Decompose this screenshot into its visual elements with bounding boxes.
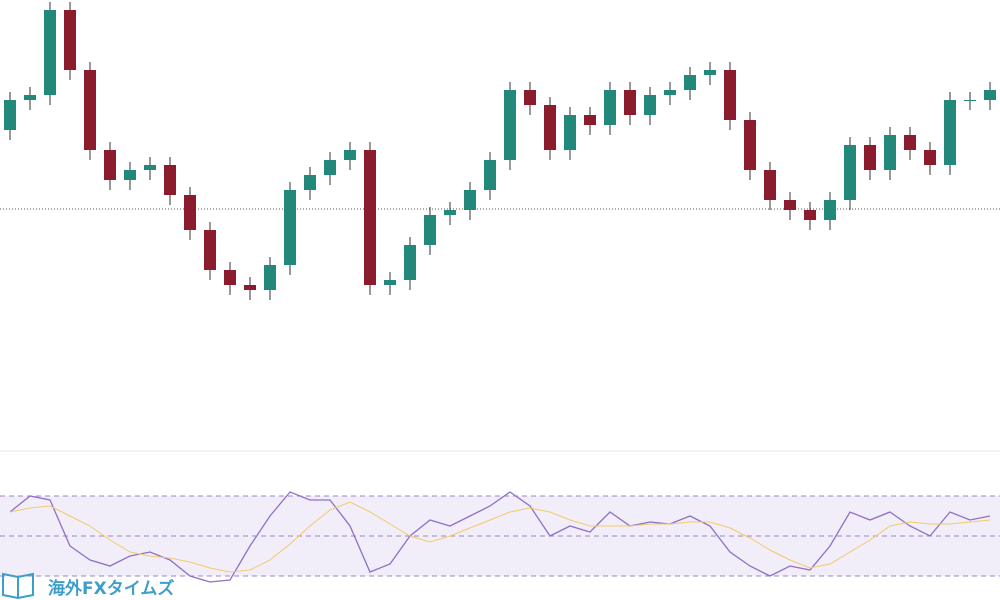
candle-body <box>724 70 736 120</box>
candle-body <box>244 285 256 290</box>
candle-body <box>144 165 156 170</box>
candle-body <box>324 160 336 175</box>
indicator-line <box>9 501 991 573</box>
candle-body <box>624 90 636 115</box>
candle-body <box>44 10 56 95</box>
logo-text: 海外FXタイムズ <box>48 578 174 599</box>
logo-icon <box>1 572 34 600</box>
candle-body <box>904 135 916 150</box>
candle-body <box>964 100 976 101</box>
candle-body <box>104 150 116 180</box>
candle-body <box>824 200 836 220</box>
candle-body <box>404 245 416 280</box>
candle-body <box>864 145 876 170</box>
logo: 海外FXタイムズ <box>1 572 174 600</box>
candle-body <box>704 70 716 75</box>
indicator-line <box>9 491 991 583</box>
candle-body <box>884 135 896 170</box>
candle-body <box>84 70 96 150</box>
candle-body <box>264 265 276 290</box>
candle-body <box>784 200 796 210</box>
candle-body <box>564 115 576 150</box>
candle-body <box>944 100 956 165</box>
candle-body <box>224 270 236 285</box>
candle-body <box>64 10 76 70</box>
candle-body <box>4 100 16 130</box>
candle-body <box>844 145 856 200</box>
candle-body <box>584 115 596 125</box>
candle-body <box>284 190 296 265</box>
candle-body <box>464 190 476 210</box>
candle-body <box>544 105 556 150</box>
candle-body <box>684 75 696 90</box>
candle-body <box>984 90 996 100</box>
candle-body <box>424 215 436 245</box>
candle-body <box>604 90 616 125</box>
candle-body <box>644 95 656 115</box>
candle-body <box>124 170 136 180</box>
candle-body <box>204 230 216 270</box>
candle-body <box>664 90 676 95</box>
candle-body <box>484 160 496 190</box>
candle-body <box>804 210 816 220</box>
candle-body <box>444 210 456 215</box>
candle-body <box>744 120 756 170</box>
candle-body <box>304 175 316 190</box>
candle-body <box>384 280 396 285</box>
candle-body <box>184 195 196 230</box>
candle-body <box>924 150 936 165</box>
candle-body <box>164 165 176 195</box>
candle-body <box>504 90 516 160</box>
candle-body <box>364 150 376 285</box>
candle-body <box>344 150 356 160</box>
candle-body <box>24 95 36 100</box>
candle-body <box>764 170 776 200</box>
candle-body <box>524 90 536 105</box>
